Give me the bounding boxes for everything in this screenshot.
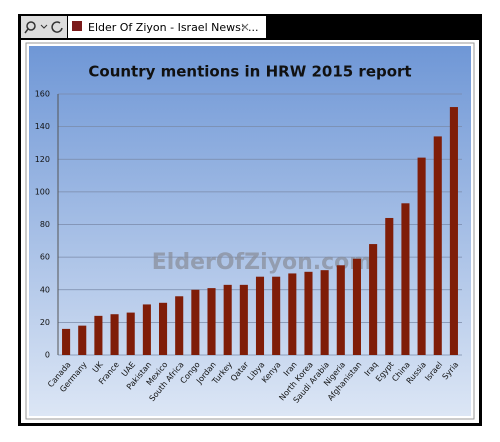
y-tick-label: 100 — [35, 187, 50, 196]
tab-title: Elder Of Ziyon - Israel News: ... — [88, 21, 259, 34]
y-tick-label: 0 — [45, 351, 50, 360]
bar — [433, 136, 442, 355]
bar — [336, 265, 345, 355]
search-icon-handle — [24, 28, 29, 34]
bar — [78, 325, 87, 355]
y-tick-label: 160 — [35, 90, 50, 99]
bar — [94, 315, 103, 355]
bar — [175, 296, 184, 355]
bar — [352, 258, 361, 355]
y-tick-label: 140 — [35, 122, 50, 131]
y-tick-label: 80 — [40, 220, 50, 229]
favicon — [72, 21, 82, 31]
toolbar: Elder Of Ziyon - Israel News: ... — [21, 16, 266, 38]
bar — [255, 276, 265, 355]
bar — [401, 203, 410, 355]
chart-area — [29, 46, 471, 416]
bar — [385, 217, 394, 355]
tab[interactable] — [68, 16, 266, 38]
y-tick-label: 120 — [35, 155, 50, 164]
refresh-icon — [51, 21, 63, 33]
bar — [239, 284, 248, 355]
bar — [159, 302, 168, 355]
dropdown-icon — [40, 24, 48, 29]
bar — [449, 107, 458, 355]
bar — [223, 284, 232, 355]
bar — [191, 289, 200, 355]
tab-close[interactable] — [241, 23, 249, 31]
bar — [126, 312, 135, 355]
bar — [62, 328, 71, 355]
y-tick-label: 20 — [40, 318, 50, 327]
bar — [304, 271, 313, 355]
bar — [417, 157, 426, 355]
y-tick-label: 60 — [40, 253, 50, 262]
y-tick-label: 40 — [40, 285, 50, 294]
bar — [272, 276, 281, 355]
bar — [369, 244, 378, 355]
bar — [110, 314, 119, 355]
watermark: ElderOfZiyon.com — [152, 250, 372, 275]
bar — [320, 270, 329, 355]
bar — [207, 288, 216, 355]
bar — [288, 273, 297, 355]
search-icon — [26, 21, 36, 31]
chart-title: Country mentions in HRW 2015 report — [88, 63, 411, 81]
bar — [142, 304, 151, 355]
